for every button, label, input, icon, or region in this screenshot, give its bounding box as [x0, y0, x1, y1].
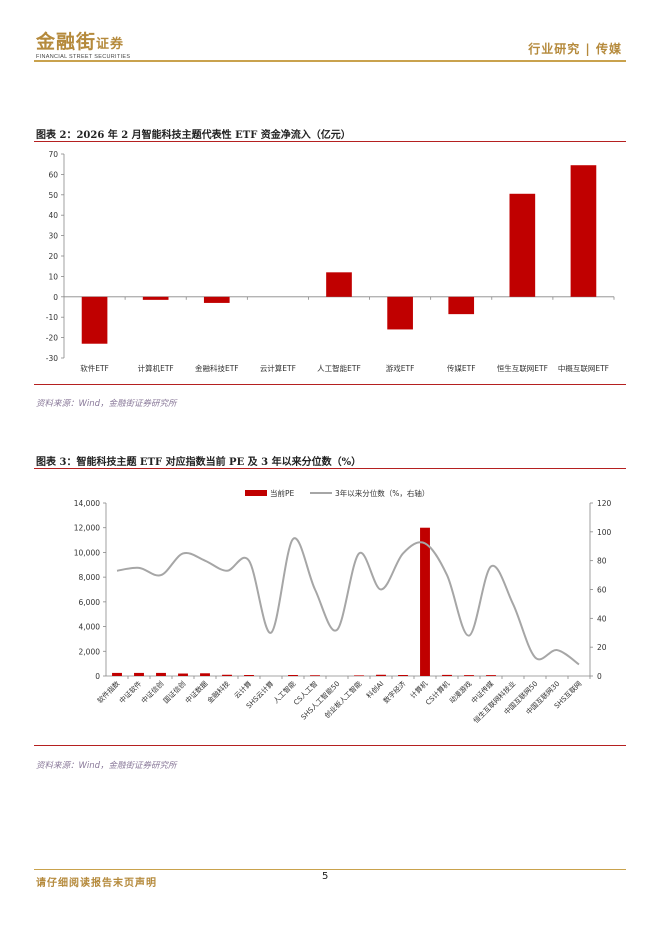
figure2-title: 图表 2：2026 年 2 月智能科技主题代表性 ETF 资金净流入（亿元）: [36, 130, 351, 141]
logo-en: FINANCIAL STREET SECURITIES: [36, 54, 131, 60]
right-tick-label: 20: [597, 643, 607, 652]
pe-bar: [156, 672, 166, 676]
x-category-label: 云计算ETF: [260, 363, 296, 373]
bar: [387, 296, 413, 330]
x-category-label: 动漫游戏: [447, 679, 473, 705]
left-tick-label: 8,000: [79, 573, 101, 582]
left-tick-label: 10,000: [74, 548, 100, 557]
percentile-line: [116, 537, 580, 666]
pe-bar: [420, 527, 430, 676]
left-tick-label: 14,000: [74, 499, 100, 508]
x-category-label: 国证信创: [161, 679, 187, 705]
figure3-top-rule: [34, 468, 626, 469]
section-label: 行业研究 | 传媒: [528, 42, 622, 56]
x-category-label: 数字经济: [381, 679, 407, 705]
y-tick-label: -10: [46, 313, 58, 322]
left-tick-label: 0: [95, 672, 100, 681]
pe-bar: [376, 674, 386, 676]
legend-percentile-label: 3年以来分位数（%，右轴）: [335, 488, 429, 498]
pe-bar: [200, 673, 210, 676]
figure2-bottom-rule: [34, 384, 626, 385]
x-category-label: 金融科技: [205, 679, 231, 705]
y-tick-label: 60: [48, 170, 58, 179]
pe-bar: [442, 674, 452, 676]
right-tick-label: 0: [597, 672, 602, 681]
y-tick-label: 0: [53, 293, 58, 302]
x-category-label: SHS人工智能50: [299, 679, 341, 721]
pe-bar: [398, 675, 408, 676]
figure3-combo-chart: 当前PE 3年以来分位数（%，右轴） 0 2,000 4,000 6,000 8,000 10…: [74, 488, 612, 725]
x-category-label: 计算机: [408, 679, 429, 700]
right-tick-label: 100: [597, 528, 612, 537]
y-tick-label: 30: [48, 232, 58, 241]
pe-bar: [288, 675, 298, 676]
logo-text: 金融街证券: [36, 27, 130, 54]
right-tick-label: 60: [597, 586, 607, 595]
x-category-label: 中证软件: [117, 679, 143, 705]
figure2-top-rule: [34, 141, 626, 142]
x-category-label: 科创AI: [364, 679, 385, 700]
x-category-label: 人工智能ETF: [317, 363, 361, 373]
left-tick-label: 6,000: [79, 598, 101, 607]
bar: [326, 272, 352, 297]
pe-bar: [464, 675, 474, 676]
pe-bar: [310, 675, 320, 676]
y-tick-label: 40: [48, 211, 58, 220]
x-category-label: 软件指数: [95, 679, 121, 705]
x-category-label: 中概互联网ETF: [558, 363, 609, 373]
figure3-bottom-rule: [34, 745, 626, 746]
footer-disclaimer: 请仔细阅读报告末页声明: [36, 878, 157, 889]
pe-bar: [134, 672, 144, 676]
x-category-label: 创业板人工智能: [322, 679, 363, 720]
x-category-label: 游戏ETF: [386, 363, 415, 373]
pe-bar: [112, 672, 122, 676]
right-tick-label: 80: [597, 557, 607, 566]
figure2-source: 资料来源：Wind，金融街证券研究所: [36, 399, 177, 409]
bar: [203, 296, 230, 303]
pe-bar: [244, 675, 254, 676]
bar: [81, 296, 108, 344]
x-category-label: 传媒ETF: [447, 363, 476, 373]
y-tick-label: -30: [46, 354, 58, 363]
y-tick-label: 70: [48, 150, 58, 159]
bar: [509, 193, 536, 297]
figure3-title: 图表 3：智能科技主题 ETF 对应指数当前 PE 及 3 年以来分位数（%）: [36, 457, 362, 468]
bar: [448, 296, 475, 315]
bar: [570, 165, 597, 297]
x-category-label: 中证数据: [183, 679, 209, 705]
left-tick-label: 4,000: [79, 623, 101, 632]
company-logo: 金融街证券 FINANCIAL STREET SECURITIES: [36, 27, 130, 60]
header-divider: [34, 60, 626, 62]
figure3-source: 资料来源：Wind，金融街证券研究所: [36, 761, 177, 771]
left-tick-label: 12,000: [74, 524, 100, 533]
x-category-label: 金融科技ETF: [195, 363, 239, 373]
x-category-label: 计算机ETF: [138, 363, 174, 373]
x-category-label: 中证信创: [139, 679, 165, 705]
pe-bar: [222, 674, 232, 676]
logo-cn-main: 金融街: [36, 31, 97, 53]
logo-cn-suffix: 证券: [96, 37, 125, 52]
right-tick-label: 120: [597, 499, 612, 508]
x-category-label: 恒生互联网ETF: [497, 363, 548, 373]
y-tick-label: 10: [48, 272, 58, 281]
x-category-label: 软件ETF: [80, 363, 109, 373]
pe-bar: [486, 675, 496, 676]
pe-bar: [354, 675, 364, 676]
legend-pe-label: 当前PE: [270, 488, 295, 498]
page-number: 5: [322, 871, 329, 882]
y-tick-label: -20: [46, 334, 58, 343]
figure2-bar-chart: -30 -20 -10 0 10 20 30 40 50 60 70 软件ETF 计算机ETF 金融科技E…: [46, 150, 615, 373]
pe-bar: [178, 673, 188, 676]
y-tick-label: 50: [48, 191, 58, 200]
right-tick-label: 40: [597, 614, 607, 623]
x-category-label: 云计算: [232, 679, 253, 700]
left-tick-label: 2,000: [79, 647, 101, 656]
x-category-label: CS计算机: [424, 679, 452, 707]
y-tick-label: 20: [48, 252, 58, 261]
footer-divider: [34, 869, 626, 870]
bar: [142, 296, 169, 300]
legend-pe-swatch: [245, 490, 267, 496]
